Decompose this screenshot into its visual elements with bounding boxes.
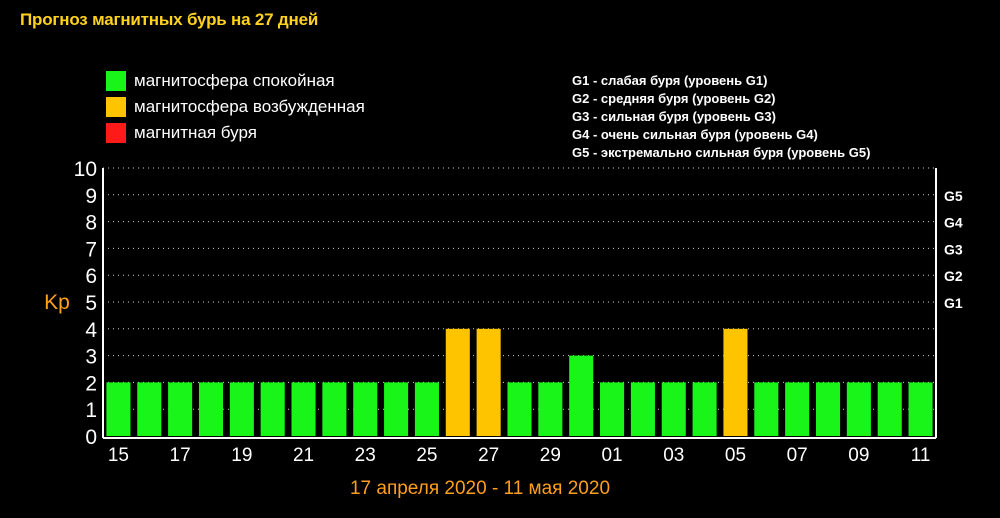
y-tick-label: 7 bbox=[85, 238, 97, 261]
bar bbox=[815, 382, 841, 436]
bar bbox=[846, 382, 871, 436]
y-tick-label: 10 bbox=[74, 158, 97, 181]
legend-label-excited: магнитосфера возбужденная bbox=[134, 97, 365, 116]
bar bbox=[260, 382, 285, 436]
bar bbox=[322, 382, 347, 436]
x-tick-label: 27 bbox=[478, 445, 499, 466]
x-tick-label: 15 bbox=[108, 445, 129, 466]
storm-level-legend: G1 - слабая буря (уровень G1) G2 - средн… bbox=[572, 72, 870, 162]
storm-level-g2: G2 - средняя буря (уровень G2) bbox=[572, 91, 776, 106]
y-tick-label: 6 bbox=[85, 265, 97, 288]
date-range: 17 апреля 2020 - 11 мая 2020 bbox=[349, 478, 611, 499]
bar bbox=[600, 382, 625, 436]
storm-level-axis-label: G3 bbox=[944, 241, 963, 257]
bar bbox=[384, 382, 409, 436]
x-tick-label: 03 bbox=[663, 445, 684, 466]
x-tick-label: 09 bbox=[848, 445, 869, 466]
x-tick-label: 11 bbox=[911, 445, 931, 466]
x-tick-label: 01 bbox=[601, 445, 622, 466]
bar bbox=[476, 328, 501, 436]
chart-title: Прогноз магнитных бурь на 27 дней bbox=[20, 10, 319, 29]
bar bbox=[908, 382, 933, 436]
bar bbox=[754, 382, 779, 436]
storm-level-axis-label: G1 bbox=[944, 295, 963, 311]
x-tick-label: 25 bbox=[416, 445, 437, 466]
bar bbox=[538, 382, 563, 436]
storm-level-g1: G1 - слабая буря (уровень G1) bbox=[572, 73, 768, 88]
storm-level-g4: G4 - очень сильная буря (уровень G4) bbox=[572, 127, 818, 142]
storm-level-axis-label: G2 bbox=[944, 268, 963, 284]
x-tick-label: 21 bbox=[293, 445, 314, 466]
legend-swatch-excited bbox=[106, 97, 126, 117]
y-tick-label: 1 bbox=[85, 399, 97, 422]
x-tick-label: 23 bbox=[355, 445, 376, 466]
storm-level-axis-label: G5 bbox=[944, 188, 963, 204]
legend-label-storm: магнитная буря bbox=[134, 123, 257, 142]
bar bbox=[137, 382, 162, 436]
bar bbox=[168, 382, 193, 436]
x-tick-label: 07 bbox=[787, 445, 808, 466]
y-tick-label: 4 bbox=[85, 319, 97, 342]
bar bbox=[291, 382, 316, 436]
bar bbox=[353, 382, 378, 436]
bar bbox=[414, 382, 439, 436]
y-tick-label: 9 bbox=[85, 185, 97, 208]
bar bbox=[877, 382, 902, 436]
bar bbox=[106, 382, 131, 436]
bar bbox=[661, 382, 686, 436]
x-tick-label: 19 bbox=[231, 445, 252, 466]
storm-level-axis-label: G4 bbox=[944, 215, 963, 231]
bar bbox=[630, 382, 655, 436]
storm-level-g5: G5 - экстремально сильная буря (уровень … bbox=[572, 145, 871, 160]
y-tick-label: 0 bbox=[85, 426, 97, 449]
y-axis-title: Kp bbox=[44, 291, 70, 314]
legend-swatch-storm bbox=[106, 123, 126, 143]
bar bbox=[198, 382, 224, 436]
bar bbox=[229, 382, 254, 436]
bar bbox=[445, 328, 470, 436]
y-tick-label: 8 bbox=[85, 212, 97, 235]
y-tick-label: 5 bbox=[85, 292, 97, 315]
x-tick-label: 17 bbox=[170, 445, 191, 466]
y-tick-label: 3 bbox=[85, 346, 97, 369]
bar bbox=[569, 355, 594, 436]
legend-label-calm: магнитосфера спокойная bbox=[134, 71, 335, 90]
bar bbox=[507, 382, 532, 436]
x-tick-label: 29 bbox=[540, 445, 561, 466]
legend-swatch-calm bbox=[106, 71, 126, 91]
bar bbox=[723, 328, 748, 436]
storm-level-g3: G3 - сильная буря (уровень G3) bbox=[572, 109, 776, 124]
bar bbox=[692, 382, 717, 436]
y-tick-label: 2 bbox=[85, 372, 97, 395]
bar bbox=[785, 382, 810, 436]
x-tick-label: 05 bbox=[725, 445, 746, 466]
